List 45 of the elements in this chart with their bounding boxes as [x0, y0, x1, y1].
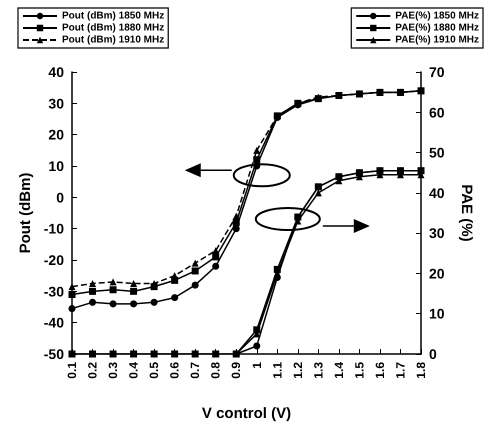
- y2-tick-label: 70: [429, 64, 445, 80]
- x-tick-label: 0.1: [65, 362, 79, 379]
- y-tick-label: 20: [48, 126, 64, 143]
- legend-label: PAE(%) 1880 MHz: [395, 22, 480, 34]
- x-axis-title: V control (V): [202, 405, 292, 422]
- x-tick-label: 1.5: [352, 362, 366, 379]
- x-tick-label: 0.3: [106, 362, 120, 379]
- x-tick-label: 1.8: [414, 362, 428, 379]
- x-tick-label: 0.8: [208, 362, 223, 379]
- x-tick-label: 1.7: [393, 362, 408, 379]
- y-tick-label: 30: [48, 95, 64, 112]
- y-tick-label: -30: [44, 283, 64, 300]
- y-tick-label: 0: [56, 189, 64, 206]
- y-tick-label: -40: [44, 314, 64, 331]
- legend-label: Pout (dBm) 1850 MHz: [62, 10, 164, 22]
- x-tick-label: 1.4: [332, 362, 346, 379]
- y2-tick-label: 10: [429, 306, 445, 322]
- x-tick-label: 0.5: [147, 362, 162, 379]
- x-tick-label: 0.4: [126, 362, 141, 379]
- legend-label: PAE(%) 1910 MHz: [395, 34, 480, 46]
- legend-label: PAE(%) 1850 MHz: [395, 10, 480, 22]
- y-tick-label: 40: [48, 64, 64, 80]
- y2-tick-label: 40: [429, 184, 445, 201]
- x-tick-label: 1.2: [290, 362, 305, 379]
- y-tick-label: -10: [44, 220, 64, 237]
- x-tick-label: 0.2: [86, 362, 100, 379]
- y2-tick-label: 60: [429, 104, 445, 120]
- x-tick-label: 0.9: [229, 362, 244, 379]
- x-tick-label: 0.7: [188, 362, 202, 379]
- y2-tick-label: 50: [429, 144, 445, 161]
- x-tick-label: 1: [250, 362, 264, 369]
- legend-label: Pout (dBm) 1880 MHz: [62, 22, 164, 34]
- y2-tick-label: 30: [429, 225, 445, 242]
- y2-axis-title: PAE (%): [458, 184, 475, 242]
- x-tick-label: 1.1: [270, 362, 284, 379]
- x-tick-label: 1.6: [372, 362, 387, 379]
- y-tick-label: -20: [44, 252, 64, 268]
- y-axis-title: Pout (dBm): [16, 172, 34, 254]
- y2-tick-label: 20: [429, 265, 445, 282]
- y-tick-label: 10: [48, 158, 64, 174]
- x-tick-label: 0.6: [168, 362, 182, 379]
- x-tick-label: 1.3: [311, 362, 326, 379]
- y2-tick-label: 0: [429, 346, 437, 362]
- legend-label: Pout (dBm) 1910 MHz: [62, 34, 164, 46]
- y-tick-label: -50: [44, 346, 64, 362]
